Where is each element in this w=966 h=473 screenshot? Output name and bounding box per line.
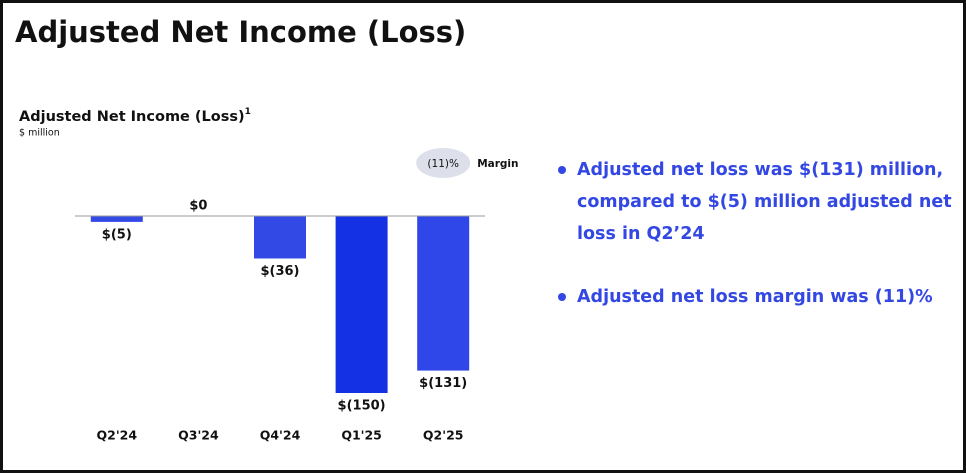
bullet: Adjusted net loss was $(131) million, co… <box>556 154 956 250</box>
margin-pill <box>416 148 471 178</box>
value-label: $0 <box>189 199 207 214</box>
slide-title: Adjusted Net Income (Loss) <box>15 15 466 49</box>
chart-subtitle: $ million <box>19 128 60 139</box>
x-tick-label: Q2'25 <box>423 428 464 443</box>
bar <box>90 216 143 222</box>
bar <box>335 216 388 393</box>
margin-label: Margin <box>477 158 518 170</box>
bullet: Adjusted net loss margin was (11)% <box>556 281 956 313</box>
bar <box>254 216 306 259</box>
chart-title-text: Adjusted Net Income (Loss) <box>19 109 245 125</box>
bar <box>417 216 470 371</box>
chart: Adjusted Net Income (Loss) Adjusted Net … <box>15 15 519 443</box>
x-tick-label: Q3'24 <box>178 428 219 443</box>
value-label: $(5) <box>102 227 132 242</box>
bullet-list: Adjusted net loss was $(131) million, co… <box>556 154 956 344</box>
chart-title: Adjusted Net Income (Loss)1 <box>19 107 251 126</box>
x-tick-label: Q4'24 <box>260 428 301 443</box>
footnote-marker: 1 <box>245 107 251 117</box>
value-label: $(131) <box>419 376 467 391</box>
x-tick-label: Q2'24 <box>97 428 138 443</box>
margin-value: (11)% <box>427 158 459 170</box>
value-label: $(150) <box>338 399 386 414</box>
value-label: $(36) <box>260 264 299 279</box>
x-tick-label: Q1'25 <box>341 428 382 443</box>
